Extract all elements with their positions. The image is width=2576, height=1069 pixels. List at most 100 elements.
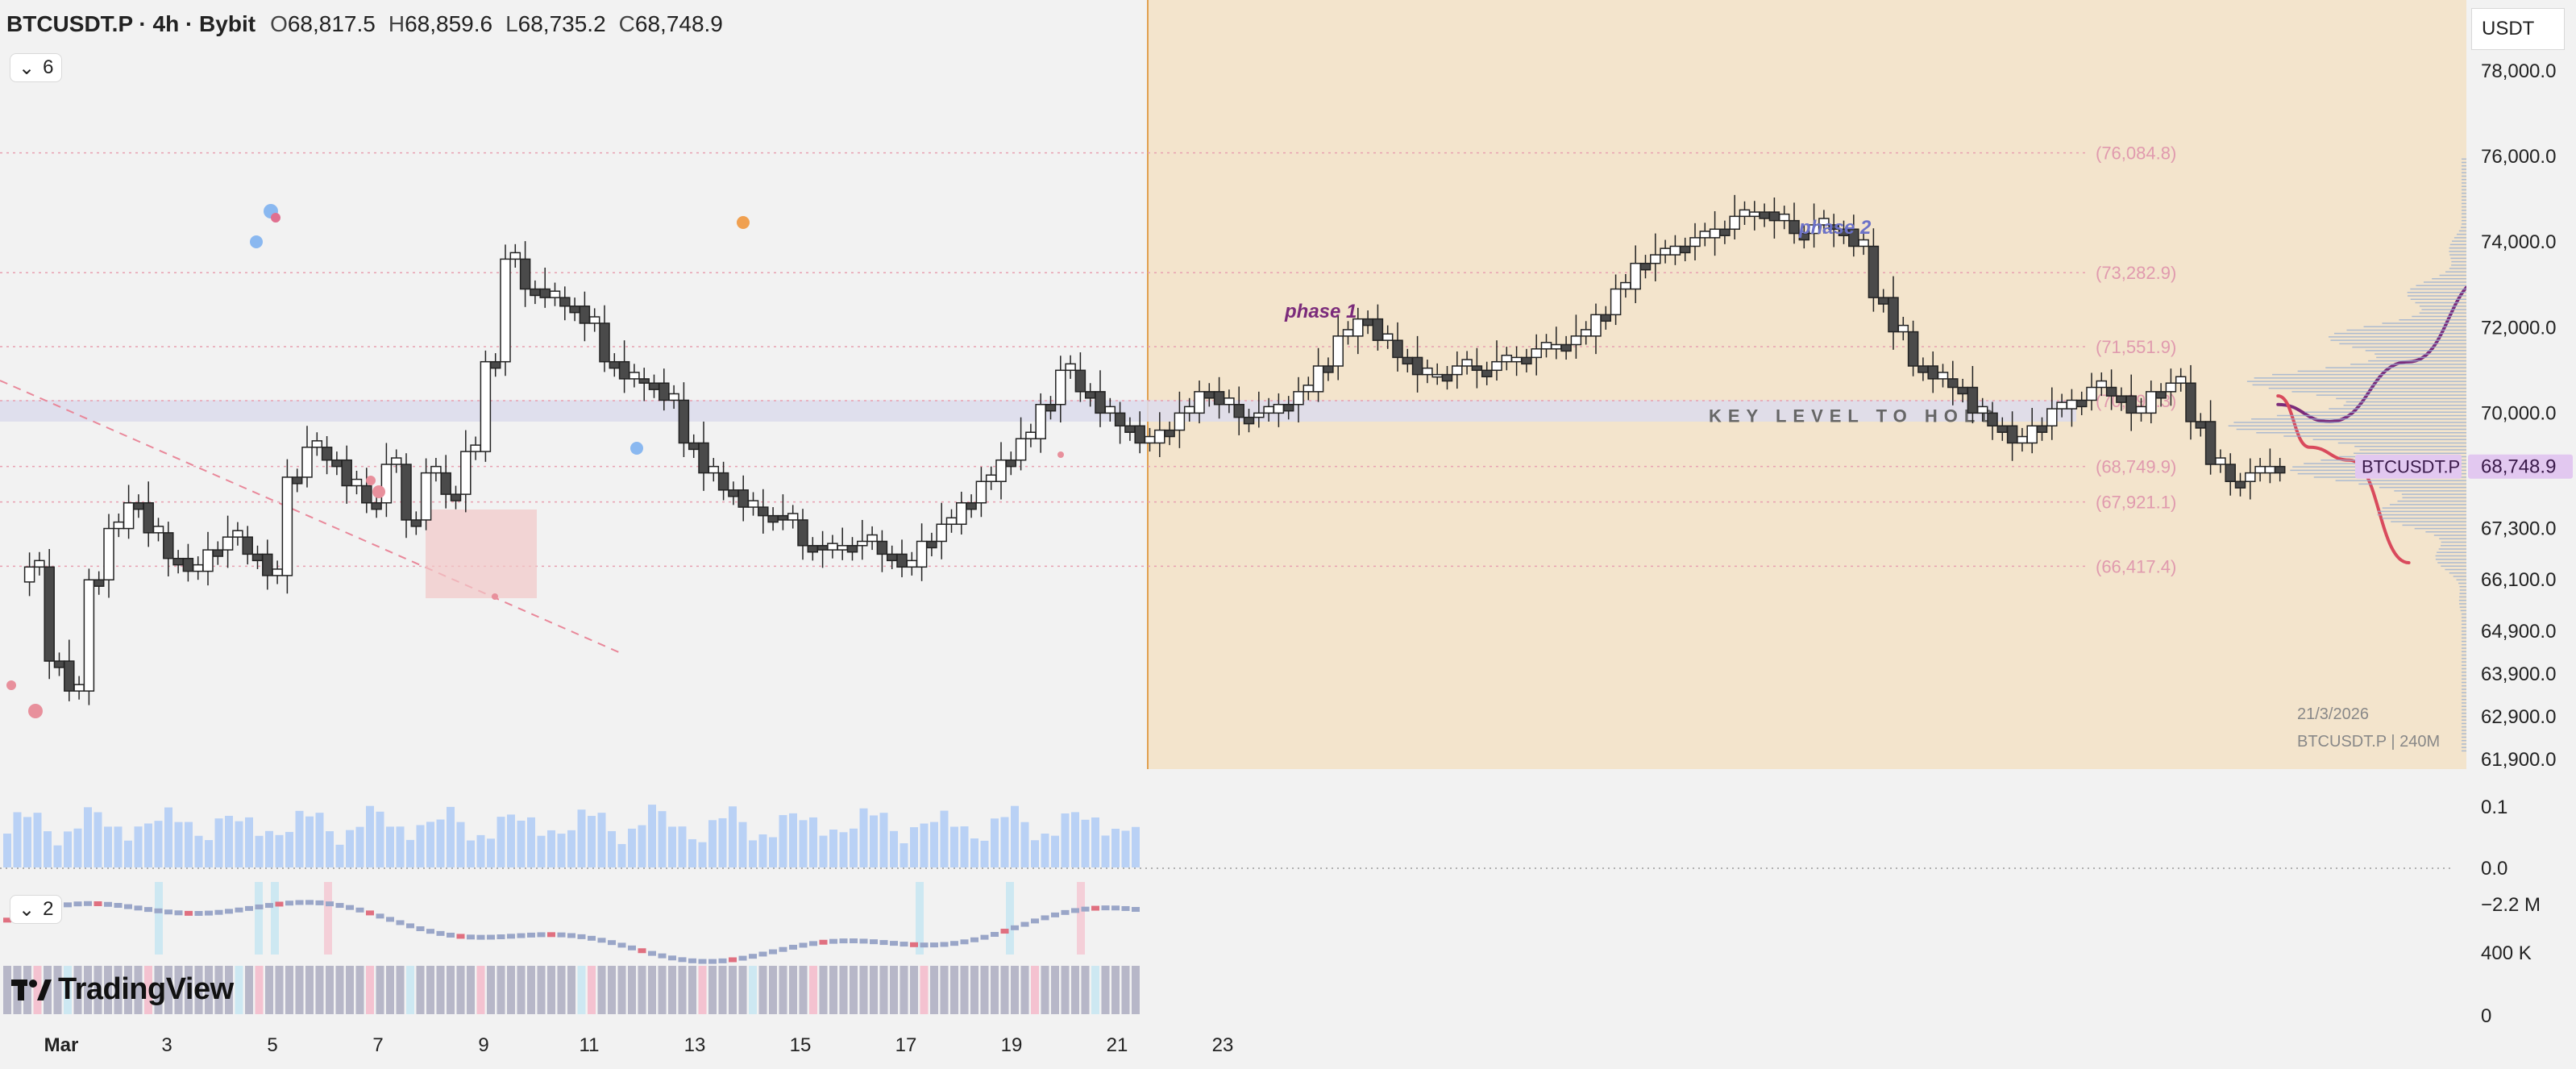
candle-body	[1015, 438, 1027, 461]
candle-body	[936, 523, 947, 543]
oscillator-column	[73, 966, 82, 1014]
candle-body	[1917, 365, 1929, 373]
oscillator-column	[436, 966, 445, 1014]
candle-body	[480, 360, 492, 452]
volume-bar	[487, 838, 495, 867]
oscillator-bar	[164, 909, 172, 915]
oscillator-column	[104, 966, 112, 1014]
volume-bar	[13, 812, 22, 867]
volume-bar	[326, 831, 334, 867]
volume-bar	[214, 818, 223, 867]
volume-bar	[1031, 840, 1039, 867]
volume-bar	[23, 817, 31, 867]
oscillator-bar	[416, 926, 425, 932]
oscillator-bar	[708, 959, 717, 964]
candle-body	[430, 465, 442, 474]
candle-body	[143, 501, 154, 534]
candle-body	[797, 519, 808, 547]
time-tick: 3	[161, 1034, 172, 1056]
candle-body	[133, 501, 144, 510]
chevron-down-icon: ⌄	[19, 898, 35, 921]
oscillator-bar	[386, 917, 394, 922]
oscillator-column	[688, 966, 696, 1014]
candle-body	[1848, 228, 1859, 247]
volume-series	[3, 805, 1140, 867]
candle-body	[717, 472, 729, 491]
symbol-header: BTCUSDT.P · 4h · Bybit O68,817.5 H68,859…	[6, 11, 723, 37]
candle-body	[1422, 367, 1433, 376]
candle-body	[837, 545, 848, 551]
oscillator-column	[53, 966, 62, 1014]
candle-body	[1065, 363, 1076, 372]
watermark-text: BTCUSDT.P | 240M	[2297, 733, 2440, 751]
candle-body	[530, 288, 541, 297]
volume-bar	[608, 830, 616, 867]
oscillator-bar	[144, 907, 152, 913]
volume-bar	[970, 838, 978, 867]
candle-body	[2105, 386, 2117, 397]
candle-body	[192, 564, 204, 572]
oscillator-column	[920, 966, 929, 1014]
candle-body	[1679, 245, 1691, 254]
oscillator-bar	[64, 902, 72, 908]
candle-body	[648, 382, 660, 390]
volume-bar	[638, 825, 646, 867]
candle-body	[2234, 480, 2246, 489]
oscillator-column	[1061, 966, 1070, 1014]
oscillator-collapse-button[interactable]: ⌄ 2	[10, 895, 63, 924]
volume-bar	[33, 813, 42, 867]
volume-bar	[275, 834, 284, 867]
oscillator-column	[245, 966, 253, 1014]
volume-bar	[3, 834, 11, 867]
oscillator-column	[870, 966, 878, 1014]
current-price-symbol: BTCUSDT.P	[2362, 457, 2460, 477]
oscillator-bar	[295, 900, 304, 905]
candle-body	[1521, 356, 1532, 365]
oscillator-highlight	[1006, 882, 1014, 955]
time-tick: 7	[372, 1034, 383, 1056]
oscillator-bar	[396, 920, 405, 925]
signal-dot	[737, 216, 750, 229]
level-label: (67,921.1)	[2096, 493, 2176, 513]
oscillator-bar	[84, 901, 92, 906]
oscillator-column	[416, 966, 425, 1014]
tradingview-logo[interactable]: TradingView	[11, 972, 234, 1007]
candle-body	[251, 553, 264, 562]
candle-body	[1263, 406, 1274, 414]
currency-unit-button[interactable]: USDT	[2471, 8, 2565, 50]
ohlc-close: C68,748.9	[618, 11, 723, 36]
oscillator-bar	[1121, 905, 1130, 911]
candle-body	[945, 517, 958, 526]
oscillator-series	[3, 882, 1140, 1014]
candle-body	[975, 480, 987, 504]
indicators-collapse-button[interactable]: ⌄ 6	[10, 53, 63, 82]
oscillator-column	[305, 966, 314, 1014]
candle-body	[1431, 373, 1443, 378]
volume-bar	[406, 839, 414, 867]
oscillator-column	[335, 966, 344, 1014]
candle-body	[1174, 412, 1186, 431]
oscillator-bar	[991, 932, 999, 938]
volume-bar	[265, 830, 273, 867]
volume-bar	[335, 844, 344, 867]
oscillator-bar	[517, 933, 526, 938]
oscillator-highlight	[155, 882, 163, 955]
oscillator-column	[758, 966, 767, 1014]
volume-bar	[567, 830, 575, 867]
candle-body	[1650, 254, 1661, 264]
oscillator-column	[295, 966, 304, 1014]
volume-bar	[879, 813, 888, 867]
volume-bar	[144, 823, 152, 867]
volume-bar	[1121, 830, 1130, 867]
symbol-title[interactable]: BTCUSDT.P · 4h · Bybit	[6, 11, 256, 36]
oscillator-column	[517, 966, 526, 1014]
candle-body	[2225, 464, 2236, 482]
oscillator-bar	[1011, 925, 1019, 930]
candle-body	[1739, 209, 1751, 218]
oscillator-column	[809, 966, 817, 1014]
oscillator-column	[1081, 966, 1090, 1014]
oscillator-column	[1091, 966, 1099, 1014]
candle-body	[985, 474, 997, 482]
candle-body	[2066, 399, 2078, 410]
